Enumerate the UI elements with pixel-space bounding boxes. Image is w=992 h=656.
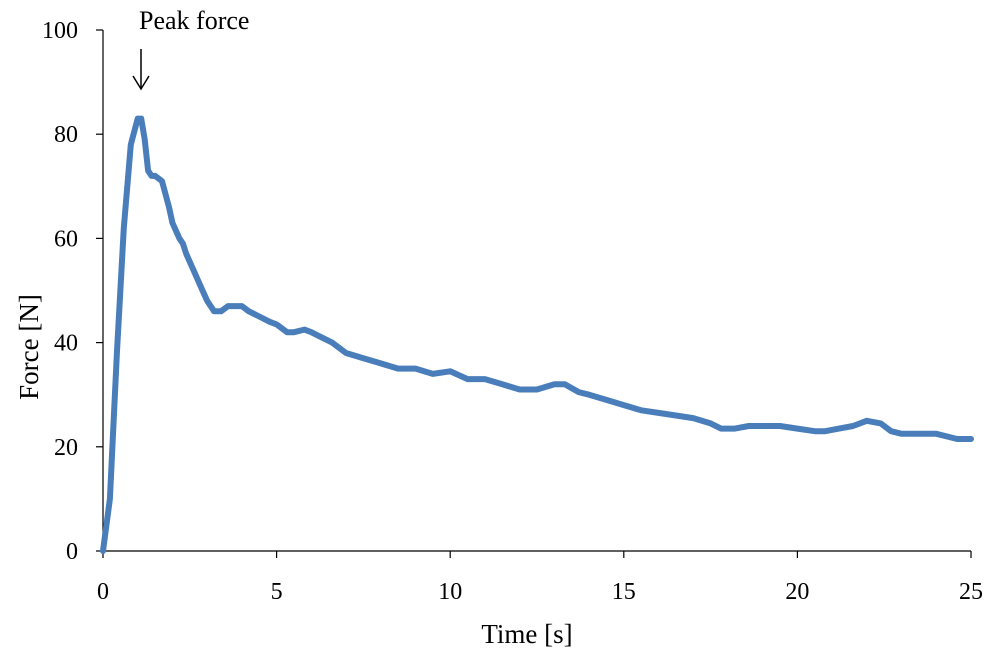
x-tick-label: 0 — [97, 579, 109, 605]
x-tick-label: 10 — [438, 579, 462, 605]
y-tick-label: 0 — [66, 539, 78, 565]
y-tick-label: 80 — [54, 122, 78, 148]
x-tick-label: 15 — [612, 579, 636, 605]
peak-force-annotation: Peak force — [132, 6, 249, 91]
x-tick-label: 20 — [785, 579, 809, 605]
annotation-arrow-head — [132, 75, 150, 91]
x-tick-label: 25 — [959, 579, 983, 605]
force-series-line — [100, 115, 974, 554]
y-tick-label: 20 — [54, 435, 78, 461]
x-axis-title: Time [s] — [481, 619, 572, 649]
y-tick-label: 100 — [42, 18, 78, 44]
annotation-label: Peak force — [139, 6, 249, 35]
plot-area — [100, 115, 974, 554]
y-axis-title: Force [N] — [14, 294, 44, 400]
x-axis: 0 5 10 15 20 25 — [97, 550, 983, 605]
y-axis: 0 20 40 60 80 100 — [42, 18, 104, 565]
x-tick-label: 5 — [271, 579, 283, 605]
y-tick-label: 40 — [54, 331, 78, 357]
y-tick-label: 60 — [54, 226, 78, 252]
